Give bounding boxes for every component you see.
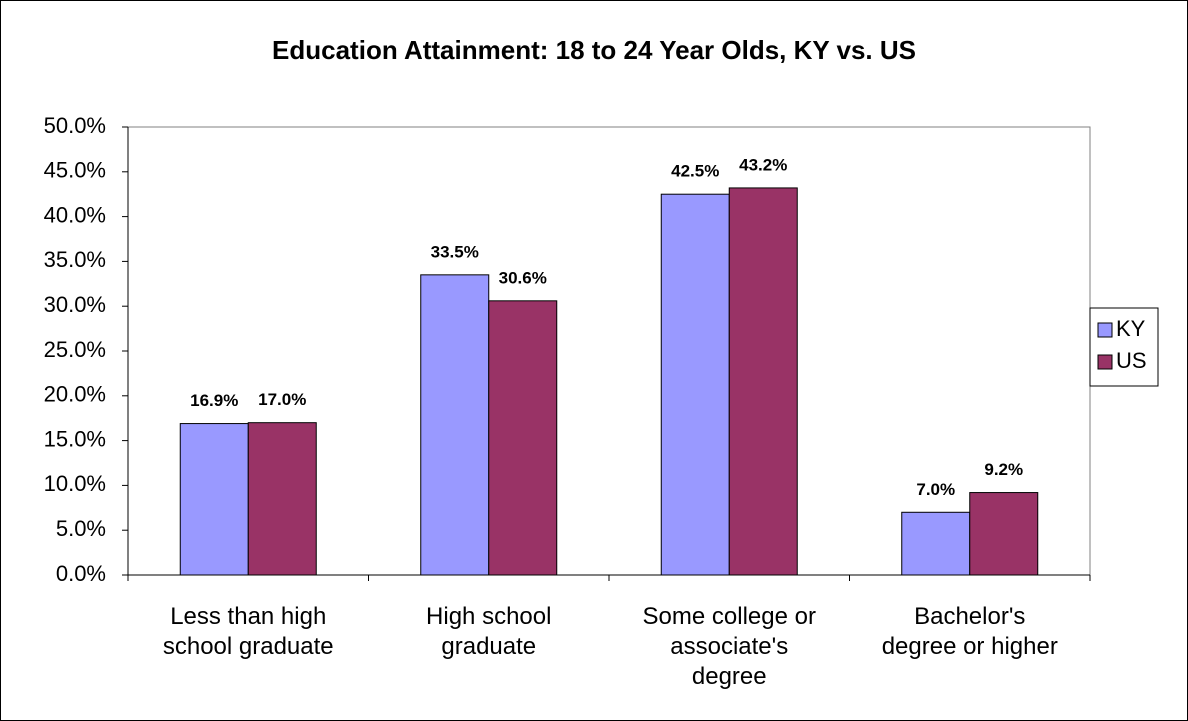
legend-swatch — [1097, 322, 1113, 338]
bar — [179, 423, 249, 576]
value-label: 30.6% — [499, 268, 547, 287]
value-label: 9.2% — [984, 460, 1023, 479]
y-tick-label: 25.0% — [44, 337, 106, 362]
legend-swatch — [1097, 354, 1113, 370]
bar — [728, 187, 798, 576]
y-tick-label: 15.0% — [44, 426, 106, 451]
legend-label: KY — [1116, 316, 1146, 341]
legend-label: US — [1116, 348, 1147, 373]
y-tick-label: 50.0% — [44, 113, 106, 138]
x-tick-label: High school graduate — [426, 603, 552, 660]
bar — [969, 492, 1039, 576]
value-label: 16.9% — [190, 391, 238, 410]
bar — [901, 511, 971, 576]
bar — [420, 274, 490, 576]
y-tick-label: 30.0% — [44, 292, 106, 317]
y-tick-label: 35.0% — [44, 247, 106, 272]
bar — [247, 422, 317, 576]
bar — [660, 193, 730, 576]
y-tick-label: 40.0% — [44, 202, 106, 227]
value-label: 42.5% — [671, 162, 719, 181]
value-label: 7.0% — [916, 480, 955, 499]
y-tick-label: 45.0% — [44, 158, 106, 183]
y-tick-label: 10.0% — [44, 471, 106, 496]
x-tick-label: Less than high school graduate — [162, 603, 334, 660]
value-label: 43.2% — [739, 155, 787, 174]
x-tick-label: Bachelor's degree or higher — [881, 603, 1058, 660]
chart-title: Education Attainment: 18 to 24 Year Olds… — [272, 35, 916, 65]
value-label: 17.0% — [258, 390, 306, 409]
value-label: 33.5% — [431, 242, 479, 261]
x-tick-label: Some college or associate's degree — [642, 603, 816, 690]
y-tick-label: 5.0% — [56, 516, 106, 541]
y-tick-label: 20.0% — [44, 382, 106, 407]
y-tick-label: 0.0% — [56, 561, 106, 586]
bar — [488, 300, 558, 576]
legend-box — [1089, 307, 1159, 387]
